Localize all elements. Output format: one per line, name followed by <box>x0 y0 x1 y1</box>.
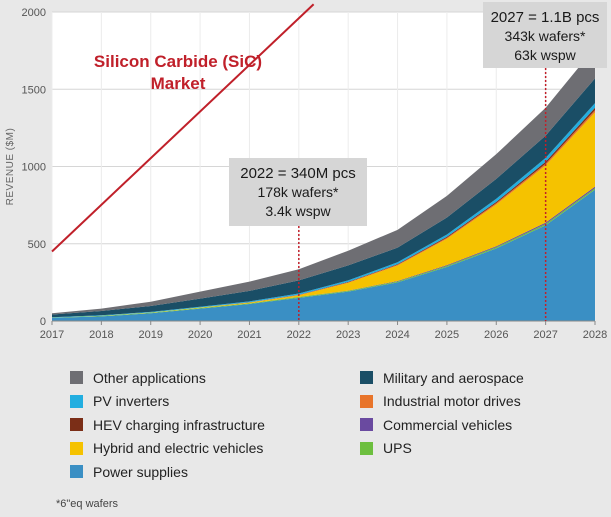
annotation-box <box>229 158 367 226</box>
legend-item: Military and aerospace <box>360 366 590 390</box>
x-tick-label: 2021 <box>237 329 261 341</box>
area-series <box>52 189 595 321</box>
legend-label: PV inverters <box>93 393 170 410</box>
x-tick-label: 2026 <box>484 329 508 341</box>
legend-swatch <box>70 418 83 432</box>
legend-item: UPS <box>360 437 590 461</box>
y-axis-label: REVENUE ($M) <box>5 128 16 206</box>
y-tick-label: 2000 <box>22 7 46 19</box>
legend-swatch <box>360 394 373 408</box>
annotation-text: 3.4k wspw <box>265 203 331 219</box>
legend-item <box>360 460 590 484</box>
legend-item: Other applications <box>70 366 360 390</box>
legend-swatch <box>70 371 83 385</box>
annotation-text: 63k wspw <box>514 47 576 63</box>
chart-legend: Other applications Military and aerospace… <box>70 366 590 484</box>
footnote: *6"eq wafers <box>56 498 118 510</box>
legend-item: Hybrid and electric vehicles <box>70 437 360 461</box>
legend-label: Commercial vehicles <box>383 416 513 433</box>
x-tick-label: 2019 <box>138 329 162 341</box>
area-series <box>52 47 595 315</box>
x-tick-label: 2025 <box>435 329 459 341</box>
annotation-text: 178k wafers* <box>258 184 339 200</box>
x-tick-label: 2024 <box>385 329 409 341</box>
x-tick-label: 2028 <box>583 329 607 341</box>
legend-swatch <box>360 418 373 432</box>
x-tick-label: 2022 <box>287 329 311 341</box>
y-tick-label: 1000 <box>22 162 46 174</box>
legend-label: UPS <box>383 440 412 457</box>
legend-item: Commercial vehicles <box>360 413 590 437</box>
legend-swatch <box>360 441 373 455</box>
sic-trend-line <box>51 3 315 253</box>
area-series <box>52 78 595 318</box>
legend-label: Hybrid and electric vehicles <box>93 440 264 457</box>
sic-market-label: Silicon Carbide (SiC) <box>94 52 262 71</box>
x-tick-label: 2020 <box>188 329 212 341</box>
x-tick-label: 2017 <box>40 329 64 341</box>
legend-swatch <box>70 394 83 408</box>
legend-swatch <box>360 371 373 385</box>
legend-label: Industrial motor drives <box>383 393 521 410</box>
sic-market-label: Market <box>151 74 206 93</box>
legend-item: Industrial motor drives <box>360 390 590 414</box>
legend-item: Power supplies <box>70 460 360 484</box>
legend-swatch <box>70 465 83 479</box>
x-tick-label: 2018 <box>89 329 113 341</box>
y-tick-label: 500 <box>28 239 46 251</box>
legend-label: Other applications <box>93 369 206 386</box>
legend-label: Military and aerospace <box>383 369 524 386</box>
annotation-text: 2027 = 1.1B pcs <box>491 9 600 26</box>
y-tick-label: 0 <box>40 316 46 328</box>
annotation-text: 2022 = 340M pcs <box>240 165 356 182</box>
y-tick-label: 1500 <box>22 84 46 96</box>
legend-label: Power supplies <box>93 463 188 480</box>
legend-item: HEV charging infrastructure <box>70 413 360 437</box>
annotation-text: 343k wafers* <box>505 28 586 44</box>
area-series <box>52 112 595 318</box>
legend-label: HEV charging infrastructure <box>93 416 265 433</box>
legend-swatch <box>70 441 83 455</box>
annotation-box <box>483 2 607 68</box>
x-tick-label: 2027 <box>533 329 557 341</box>
x-tick-label: 2023 <box>336 329 360 341</box>
legend-item: PV inverters <box>70 390 360 414</box>
